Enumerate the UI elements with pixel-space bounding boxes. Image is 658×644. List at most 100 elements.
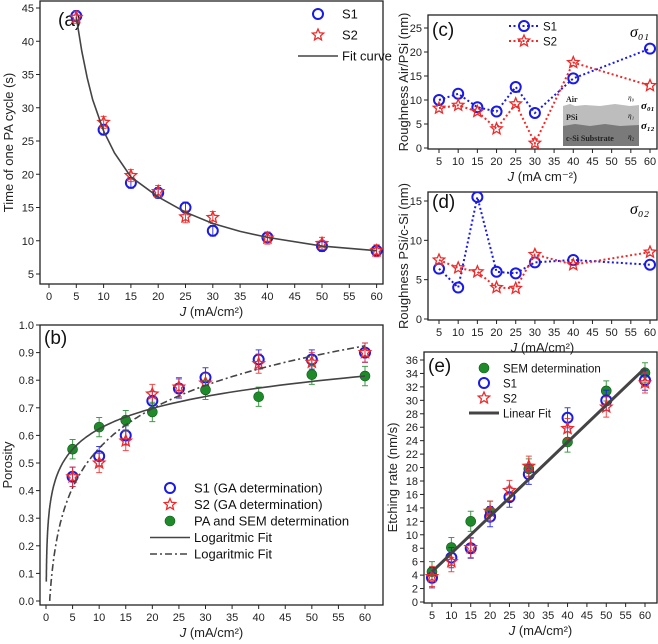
data-point [508,280,523,295]
data-point [508,96,524,111]
y-tick-label: 0 [416,314,422,326]
data-point [644,258,656,271]
inset-index-label: η₁ [628,112,634,120]
legend-marker [476,390,492,405]
y-tick-label: 5 [416,275,422,287]
data-point [642,77,657,92]
x-tick-label: 25 [510,327,522,339]
x-tick-label: 60 [644,327,656,339]
x-tick-label: 10 [445,610,457,622]
data-point [452,281,465,294]
inset-interface-label: σ₁₂ [641,120,655,132]
x-tick-label: 60 [359,612,371,624]
plot-area [68,9,383,258]
x-tick-label: 55 [332,612,344,624]
data-point [598,399,614,414]
substrate-layer [563,124,639,146]
x-tick-label: 30 [529,156,541,168]
y-tick-label: 25 [22,136,34,148]
data-point [450,97,466,112]
data-point [644,42,656,55]
panel-e: 5 10 15 20 25 30 35 40 45 50 55 6002468101214161820… [385,351,658,638]
x-tick-label: 0 [43,612,49,624]
y-tick-label: 0.1 [19,568,34,580]
panel-label: (b) [44,328,67,349]
series-s1 [70,9,383,257]
y-tick-label: 15 [22,203,34,215]
series-s2 [431,244,657,295]
legend-marker [164,515,176,527]
y-axis-label: Roughness PSi/c-Si (nm) [396,183,411,329]
y-tick-label: 30 [406,395,418,407]
x-tick-label: 35 [226,612,238,624]
data-point [509,81,522,94]
data-point [123,167,139,182]
x-tick-label: 25 [503,610,515,622]
x-axis-label: J (mA/cm²) [508,623,573,638]
y-tick-label: 5 [28,269,34,281]
x-tick-label: 5 [436,327,442,339]
y-tick-label: 15 [410,196,422,208]
legend-label: Linear Fit [503,409,552,421]
y-tick-label: 12 [406,516,418,528]
x-tick-label: 25 [173,612,185,624]
plot-area [431,192,657,295]
series-line [438,196,651,290]
legend-label: S1 (GA determination) [194,481,323,496]
data-point [357,344,373,359]
x-axis-label: J (mA/cm²) [510,340,575,355]
series-line [438,251,651,290]
inset-index-label: η₀ [628,94,634,102]
data-point [144,386,160,401]
legend-label: PA and SEM determination [194,514,349,529]
data-point [178,209,193,224]
legend-item: S2 [509,33,557,49]
x-axis-label: J (mA/cm²) [179,625,244,640]
series-s2 [424,372,653,588]
panel-d: 5 10 15 20 25 30 35 40 45 50 55 60 0 5 10 15 J (mA/cm²) R… [396,183,658,355]
legend-item: PA and SEM determination [164,514,349,529]
legend-label: S1 [503,379,517,391]
x-tick-label: 20 [152,291,164,303]
data-point [527,135,543,149]
data-point [489,121,504,136]
legend-label: S2 [543,37,557,49]
y-tick-label: 0.8 [19,375,34,387]
legend-label: S2 [503,394,517,406]
x-tick-label: 15 [471,156,483,168]
x-tick-label: 40 [253,612,265,624]
legend-label: S2 [342,28,358,43]
panel-b: 0 5 10 15 20 25 30 35 40 45 50 55 60 0.0 0.1 0.2 0.3 0.4 0… [0,320,384,640]
legend-label: S1 [543,22,557,34]
y-tick-label: 2 [412,584,418,596]
x-tick-label: 45 [279,612,291,624]
legend-label: Fit curve [342,49,392,64]
x-tick-label: 55 [343,291,355,303]
data-point [452,87,465,100]
legend: S1 (GA determination)S2 (GA determinatio… [150,481,349,562]
x-tick-label: 35 [234,291,246,303]
x-tick-label: 10 [452,156,464,168]
y-tick-label: 0.3 [19,513,34,525]
inset-layer-label: c-Si Substrate [566,134,614,143]
plot-frame [39,324,384,606]
legend-label: SEM determination [503,364,601,376]
plot-frame [427,191,658,321]
y-tick-label: 25 [410,23,422,35]
x-tick-label: 15 [471,327,483,339]
data-point [206,224,219,237]
x-tick-label: 10 [93,612,105,624]
y-tick-label: 1.0 [19,320,34,332]
data-point [65,469,80,484]
series-logaritmic-fit [45,375,366,582]
x-tick-label: 5 [73,291,79,303]
legend-item: Logaritmic Fit [150,547,272,562]
y-axis-label: Time of one PA cycle (s) [1,73,16,212]
y-tick-label: 30 [22,103,34,115]
y-tick-label: 10 [410,95,422,107]
data-point [431,252,447,267]
data-point [118,433,134,448]
sigma-annotation: σ₀₁ [630,24,649,41]
